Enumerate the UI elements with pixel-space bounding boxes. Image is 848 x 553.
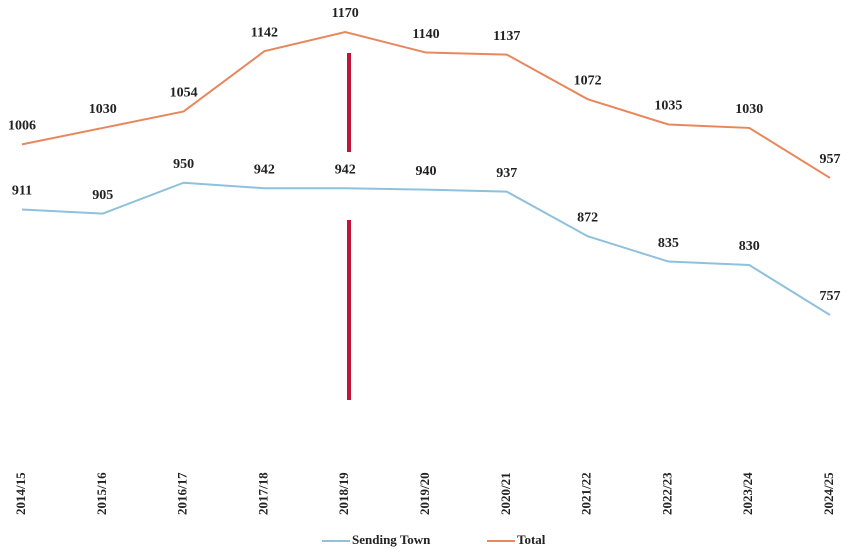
data-label: 757: [820, 289, 841, 304]
data-label: 1030: [735, 102, 763, 117]
data-label: 1072: [574, 73, 602, 88]
data-label: 872: [577, 210, 598, 225]
legend-label: Total: [517, 532, 546, 547]
x-tick-label: 2022/23: [659, 472, 674, 515]
data-label: 1170: [332, 6, 359, 21]
data-label: 1054: [170, 86, 198, 101]
legend-label: Sending Town: [352, 532, 431, 547]
data-label: 905: [92, 188, 113, 203]
data-label: 835: [658, 236, 679, 251]
data-label: 957: [820, 152, 841, 167]
data-label: 937: [496, 166, 517, 181]
data-label: 1035: [654, 99, 682, 114]
x-tick-label: 2014/15: [13, 472, 28, 515]
data-label: 950: [173, 157, 194, 172]
x-tick-label: 2016/17: [175, 472, 190, 515]
data-label: 1137: [493, 29, 520, 44]
series-line: [21, 30, 831, 179]
data-label: 940: [416, 164, 437, 179]
x-tick-label: 2024/25: [821, 472, 836, 515]
data-label: 942: [254, 162, 275, 177]
data-label: 830: [739, 239, 760, 254]
x-tick-label: 2015/16: [94, 472, 109, 515]
data-label: 942: [335, 162, 356, 177]
x-tick-label: 2021/22: [579, 472, 594, 515]
x-tick-label: 2018/19: [336, 472, 351, 515]
series-line: [21, 181, 831, 316]
data-label: 1006: [8, 119, 36, 134]
x-tick-label: 2019/20: [417, 472, 432, 515]
data-label: 1140: [412, 27, 439, 42]
data-label: 911: [12, 184, 32, 199]
x-tick-label: 2017/18: [255, 472, 270, 515]
x-tick-label: 2020/21: [498, 472, 513, 515]
data-label: 1030: [89, 102, 117, 117]
data-label: 1142: [251, 25, 278, 40]
x-tick-label: 2023/24: [740, 472, 755, 515]
